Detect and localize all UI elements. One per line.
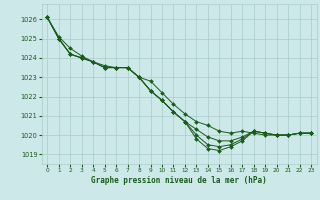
X-axis label: Graphe pression niveau de la mer (hPa): Graphe pression niveau de la mer (hPa)	[91, 176, 267, 185]
